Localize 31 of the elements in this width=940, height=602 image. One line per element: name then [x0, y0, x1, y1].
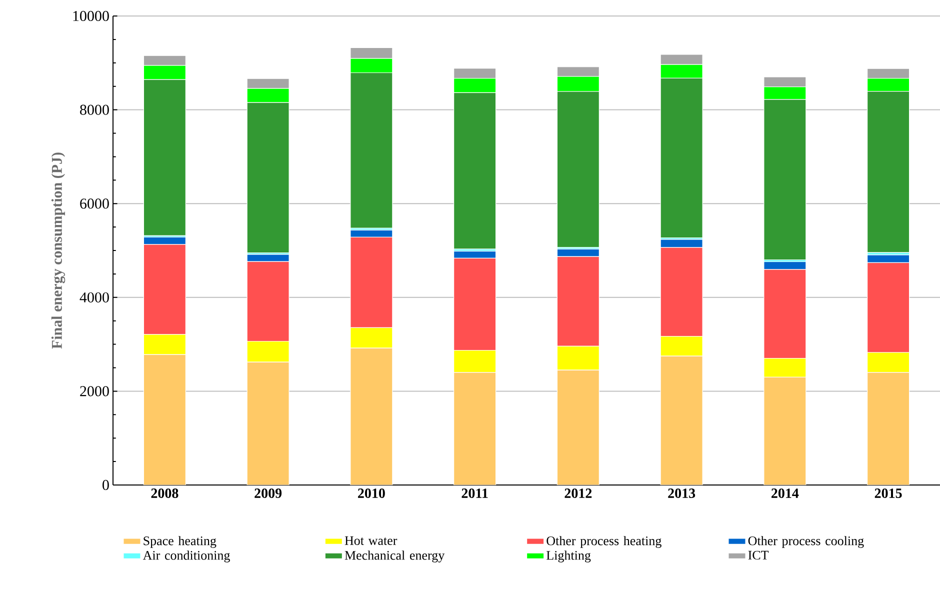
bar	[350, 348, 393, 485]
bar	[556, 370, 600, 485]
y-tick-label: 0	[102, 480, 109, 490]
y-tick-label: 6000	[80, 198, 109, 209]
legend-label: ICT	[748, 550, 769, 560]
y-tick-label: 4000	[80, 292, 109, 302]
bar	[660, 356, 703, 485]
y-tick-label: 2000	[80, 386, 109, 396]
legend-label: Air conditioning	[142, 550, 230, 562]
legend-label: Other process cooling	[748, 536, 864, 548]
bar	[867, 372, 910, 485]
bar	[764, 376, 806, 485]
x-tick-label: 2012	[564, 488, 592, 498]
y-axis-title: Final energy consumption (PJ)	[51, 152, 66, 349]
y-tick-label: 10000	[73, 10, 109, 22]
x-tick-label: 2010	[358, 488, 385, 498]
legend-label: Mechanical energy	[344, 550, 445, 562]
legend-label: Hot water	[344, 536, 398, 545]
x-tick-label: 2008	[151, 488, 178, 498]
bar	[454, 372, 496, 485]
legend-label: Space heating	[144, 536, 216, 548]
x-tick-label: 2015	[874, 488, 902, 498]
x-tick-label: 2009	[254, 488, 282, 498]
legend-label: Other process heating	[546, 536, 662, 548]
bar	[246, 362, 290, 485]
x-tick-label: 2014	[772, 488, 799, 498]
x-tick-label: 2011	[462, 488, 488, 498]
x-tick-label: 2013	[668, 488, 696, 498]
legend-label: Lighting	[546, 550, 591, 562]
bar	[143, 354, 186, 485]
y-tick-label: 8000	[80, 104, 109, 115]
